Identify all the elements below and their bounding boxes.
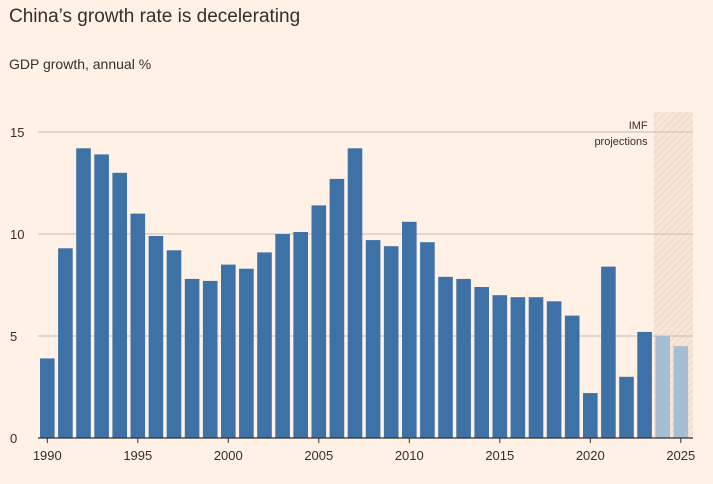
bar bbox=[383, 246, 399, 438]
bar bbox=[130, 213, 146, 438]
bar bbox=[583, 393, 598, 438]
bar bbox=[148, 236, 164, 438]
y-tick-label: 15 bbox=[10, 125, 24, 140]
bar bbox=[293, 232, 308, 438]
x-tick-label: 2015 bbox=[485, 448, 514, 463]
x-tick-label: 2005 bbox=[304, 448, 333, 463]
bar bbox=[438, 276, 453, 438]
bar bbox=[492, 295, 508, 438]
bar bbox=[601, 266, 616, 438]
projection-annotation: IMF bbox=[629, 120, 648, 132]
x-tick-label: 2000 bbox=[214, 448, 243, 463]
x-tick-label: 1990 bbox=[33, 448, 62, 463]
x-tick-label: 2025 bbox=[666, 448, 695, 463]
y-tick-label: 10 bbox=[10, 227, 24, 242]
bar bbox=[546, 301, 562, 438]
projection-annotation: projections bbox=[594, 136, 648, 148]
bar bbox=[347, 148, 363, 439]
projection-bar bbox=[655, 336, 670, 438]
bar bbox=[420, 242, 435, 438]
y-tick-label: 5 bbox=[10, 329, 17, 344]
bar bbox=[112, 172, 127, 439]
bar bbox=[239, 268, 254, 438]
bar bbox=[166, 250, 182, 438]
y-tick-label: 0 bbox=[10, 431, 17, 446]
bar bbox=[510, 297, 526, 438]
chart-title: China’s growth rate is decelerating bbox=[9, 6, 301, 27]
projection-bar bbox=[673, 346, 689, 438]
bar bbox=[257, 252, 272, 438]
bar bbox=[365, 240, 381, 438]
bar bbox=[619, 376, 634, 438]
bar bbox=[221, 264, 236, 438]
bar bbox=[329, 178, 345, 438]
bar bbox=[564, 315, 580, 438]
bar bbox=[58, 248, 73, 438]
bar bbox=[94, 154, 109, 438]
bar bbox=[402, 221, 417, 438]
bar bbox=[637, 331, 652, 438]
bar bbox=[202, 280, 218, 438]
chart-subtitle: GDP growth, annual % bbox=[9, 56, 152, 72]
bar bbox=[528, 297, 544, 438]
bar bbox=[40, 358, 55, 438]
x-tick-label: 2020 bbox=[576, 448, 605, 463]
bar bbox=[275, 234, 290, 438]
x-tick-label: 1995 bbox=[123, 448, 152, 463]
bar bbox=[456, 278, 471, 438]
bar bbox=[311, 205, 327, 438]
x-tick-label: 2010 bbox=[395, 448, 424, 463]
bar bbox=[474, 287, 489, 438]
bar bbox=[76, 148, 91, 439]
bar bbox=[184, 278, 200, 438]
